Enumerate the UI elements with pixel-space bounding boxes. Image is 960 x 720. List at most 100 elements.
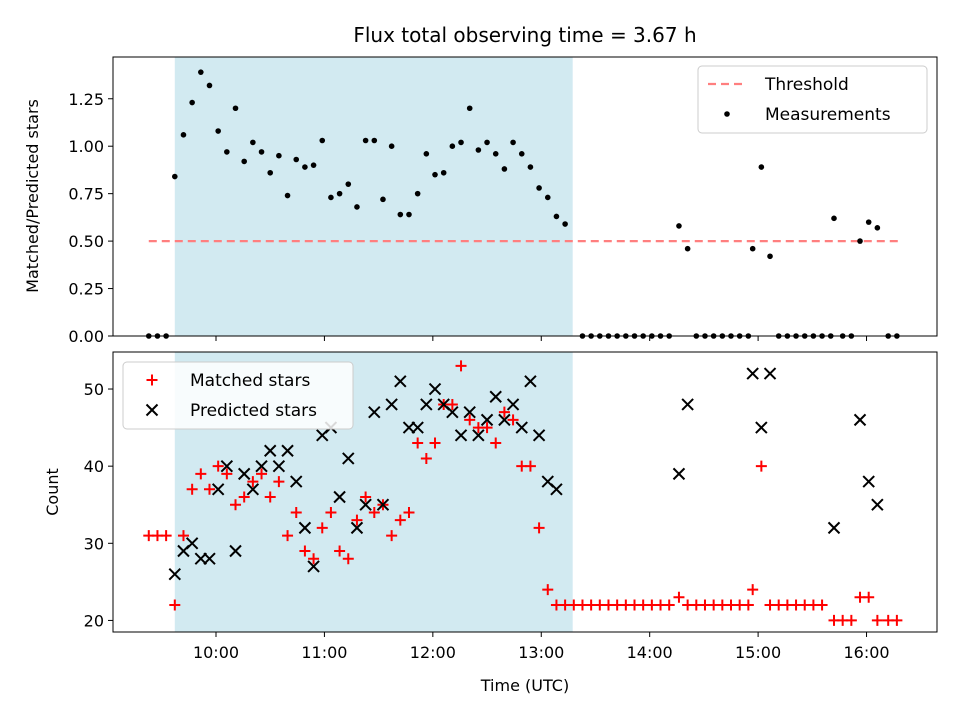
x-tick-label: 11:00 bbox=[301, 643, 347, 662]
matched-star-point bbox=[455, 360, 467, 372]
top-axes-frame bbox=[112, 56, 938, 337]
predicted-star-point bbox=[411, 421, 424, 434]
predicted-star-point bbox=[506, 398, 520, 411]
measurement-point bbox=[831, 215, 837, 222]
x-tick-label: 13:00 bbox=[518, 643, 564, 662]
measurement-point bbox=[475, 147, 482, 153]
measurement-point bbox=[319, 137, 326, 144]
matched-star-point bbox=[203, 483, 215, 495]
predicted-star-point bbox=[472, 429, 485, 442]
matched-star-point bbox=[845, 614, 857, 626]
measurement-point bbox=[198, 69, 204, 75]
y-tick-label: 20 bbox=[84, 611, 104, 630]
matched-star-point bbox=[299, 545, 311, 557]
matched-star-point bbox=[490, 437, 502, 449]
measurement-point bbox=[562, 221, 568, 227]
predicted-star-point bbox=[755, 421, 768, 434]
predicted-star-point bbox=[272, 459, 286, 473]
matched-star-point bbox=[386, 530, 398, 542]
predicted-star-point bbox=[763, 367, 777, 380]
predicted-star-point bbox=[185, 537, 199, 550]
predicted-star-point bbox=[298, 521, 312, 535]
top-legend-box bbox=[697, 65, 928, 134]
matched-star-point bbox=[481, 422, 493, 434]
predicted-star-point bbox=[524, 375, 537, 388]
matched-star-point bbox=[403, 506, 415, 518]
measurement-point bbox=[423, 150, 430, 157]
x-tick-label: 15:00 bbox=[735, 643, 781, 662]
y-tick-label: 1.00 bbox=[68, 137, 104, 156]
predicted-star-point bbox=[454, 429, 468, 442]
predicted-star-point bbox=[871, 498, 884, 511]
measurement-point bbox=[232, 105, 239, 112]
y-tick-label: 50 bbox=[84, 380, 104, 399]
matched-star-point bbox=[533, 522, 545, 534]
measurement-point bbox=[388, 143, 395, 150]
predicted-star-point bbox=[550, 483, 563, 496]
measurement-point bbox=[215, 128, 221, 134]
matched-star-point bbox=[273, 476, 285, 488]
y-tick-label: 0.75 bbox=[68, 185, 104, 204]
predicted-star-point bbox=[168, 567, 182, 581]
x-axis-label: Time (UTC) bbox=[480, 676, 569, 695]
predicted-star-point bbox=[428, 382, 442, 396]
measurement-point bbox=[466, 105, 473, 112]
matched-star-point bbox=[673, 591, 685, 603]
predicted-star-point bbox=[246, 483, 260, 496]
measurement-point bbox=[345, 181, 352, 187]
matched-star-point bbox=[169, 599, 181, 611]
predicted-star-point bbox=[420, 398, 433, 411]
measurement-point bbox=[676, 223, 682, 229]
matched-star-point bbox=[755, 460, 767, 472]
predicted-star-point bbox=[672, 467, 686, 481]
measurement-point bbox=[284, 192, 291, 199]
top-panel: 0.00 0.25 0.50 0.75 1.00 1.25 Threshold Measure… bbox=[68, 56, 938, 346]
measurement-point bbox=[224, 149, 230, 155]
measurement-point bbox=[380, 196, 386, 203]
y-tick-label: 30 bbox=[84, 534, 104, 553]
predicted-star-point bbox=[290, 475, 303, 488]
measurement-point bbox=[449, 143, 456, 150]
matched-star-point bbox=[221, 468, 233, 480]
predicted-star-point bbox=[532, 429, 546, 442]
matched-star-point bbox=[238, 491, 250, 503]
predicted-star-point bbox=[746, 367, 759, 380]
matched-star-point bbox=[342, 553, 354, 565]
predicted-star-point bbox=[862, 475, 875, 488]
predicted-star-point bbox=[515, 421, 528, 434]
measurement-point bbox=[684, 245, 691, 252]
matched-star-point bbox=[290, 506, 302, 518]
measurement-point bbox=[510, 139, 516, 146]
top-y-axis-label: Matched/Predicted stars bbox=[23, 99, 42, 293]
measurement-point bbox=[536, 185, 542, 191]
matched-star-point bbox=[351, 514, 363, 526]
measurement-point bbox=[241, 158, 247, 165]
matched-star-point bbox=[498, 406, 510, 418]
matched-star-point bbox=[230, 499, 242, 511]
measurement-point bbox=[458, 139, 464, 146]
measurement-point bbox=[440, 169, 447, 176]
matched-star-point bbox=[507, 414, 519, 426]
matched-star-point bbox=[747, 584, 759, 596]
matched-star-point bbox=[334, 545, 346, 557]
legend-measurements-swatch bbox=[724, 111, 730, 117]
measurement-point bbox=[553, 213, 560, 220]
legend-predicted-label: Predicted stars bbox=[190, 401, 317, 421]
measurement-point bbox=[371, 137, 378, 144]
bottom-panel: 10:00 11:00 12:00 13:00 14:00 15:00 16:00 20 30 4… bbox=[84, 351, 938, 662]
matched-star-point bbox=[816, 599, 828, 611]
predicted-star-point bbox=[480, 413, 494, 427]
y-tick-label: 40 bbox=[84, 457, 104, 476]
measurement-point bbox=[310, 162, 317, 168]
measurement-point bbox=[544, 194, 551, 201]
matched-star-point bbox=[368, 506, 380, 518]
predicted-star-point bbox=[489, 390, 502, 403]
predicted-star-point bbox=[229, 544, 242, 558]
matched-star-point bbox=[256, 468, 268, 480]
predicted-star-point bbox=[827, 521, 841, 535]
matched-star-point bbox=[325, 506, 337, 518]
matched-star-point bbox=[420, 452, 432, 464]
matched-star-point bbox=[247, 476, 259, 488]
matched-star-point bbox=[195, 468, 207, 480]
